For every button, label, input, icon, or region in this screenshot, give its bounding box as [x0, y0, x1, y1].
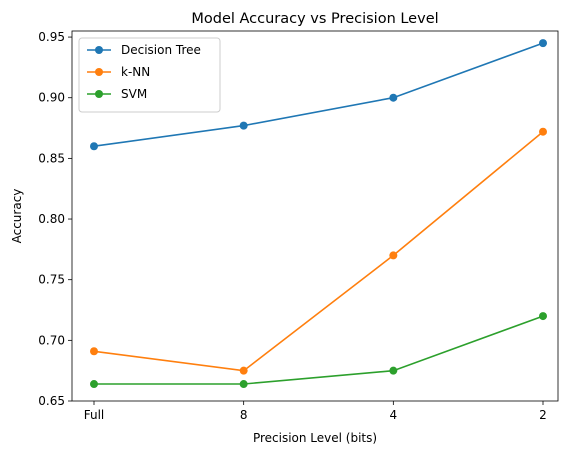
y-tick-label: 0.65 [38, 394, 65, 408]
data-point-decision-tree [389, 93, 398, 102]
data-point-svm [90, 380, 98, 389]
legend-label: k-NN [121, 65, 150, 79]
data-point-decision-tree [239, 121, 248, 130]
series-line-decision-tree [93, 42, 544, 147]
data-point-k-nn [90, 347, 98, 356]
legend-box [78, 37, 221, 113]
x-axis-label: Precision Level (bits) [253, 431, 377, 445]
data-point-decision-tree [90, 142, 98, 151]
x-tick-label: 4 [390, 408, 398, 422]
x-axis-ticks: Full 8 4 2 [84, 401, 547, 422]
y-tick-label: 0.80 [38, 212, 65, 226]
legend-marker [95, 68, 103, 76]
data-point-svm [239, 380, 248, 389]
y-tick-label: 0.85 [38, 151, 65, 165]
series-line-k-nn [93, 131, 544, 372]
series-line-svm [94, 315, 544, 385]
plot-frame [71, 30, 559, 402]
data-point-k-nn [389, 251, 398, 260]
y-axis-label: Accuracy [10, 189, 24, 244]
data-point-k-nn [239, 366, 248, 375]
data-point-k-nn [539, 127, 547, 136]
y-tick-label: 0.95 [38, 30, 65, 44]
legend-label: SVM [121, 87, 147, 101]
legend: Decision Tree k-NN SVM [78, 37, 221, 113]
x-tick-label: Full [84, 408, 105, 422]
y-tick-label: 0.90 [38, 91, 65, 105]
data-point-svm [539, 312, 547, 321]
y-tick-label: 0.70 [38, 333, 65, 347]
chart-title: Model Accuracy vs Precision Level [191, 11, 438, 27]
series-layer [90, 39, 547, 389]
y-axis-ticks: 0.65 0.70 0.75 0.80 0.85 0.90 0.95 [38, 30, 72, 408]
x-tick-label: 2 [539, 408, 547, 422]
x-tick-label: 8 [240, 408, 248, 422]
y-tick-label: 0.75 [38, 273, 65, 287]
legend-marker [95, 46, 103, 54]
data-point-svm [389, 366, 398, 375]
data-point-decision-tree [539, 39, 547, 48]
legend-marker [95, 90, 103, 98]
legend-label: Decision Tree [121, 43, 201, 57]
